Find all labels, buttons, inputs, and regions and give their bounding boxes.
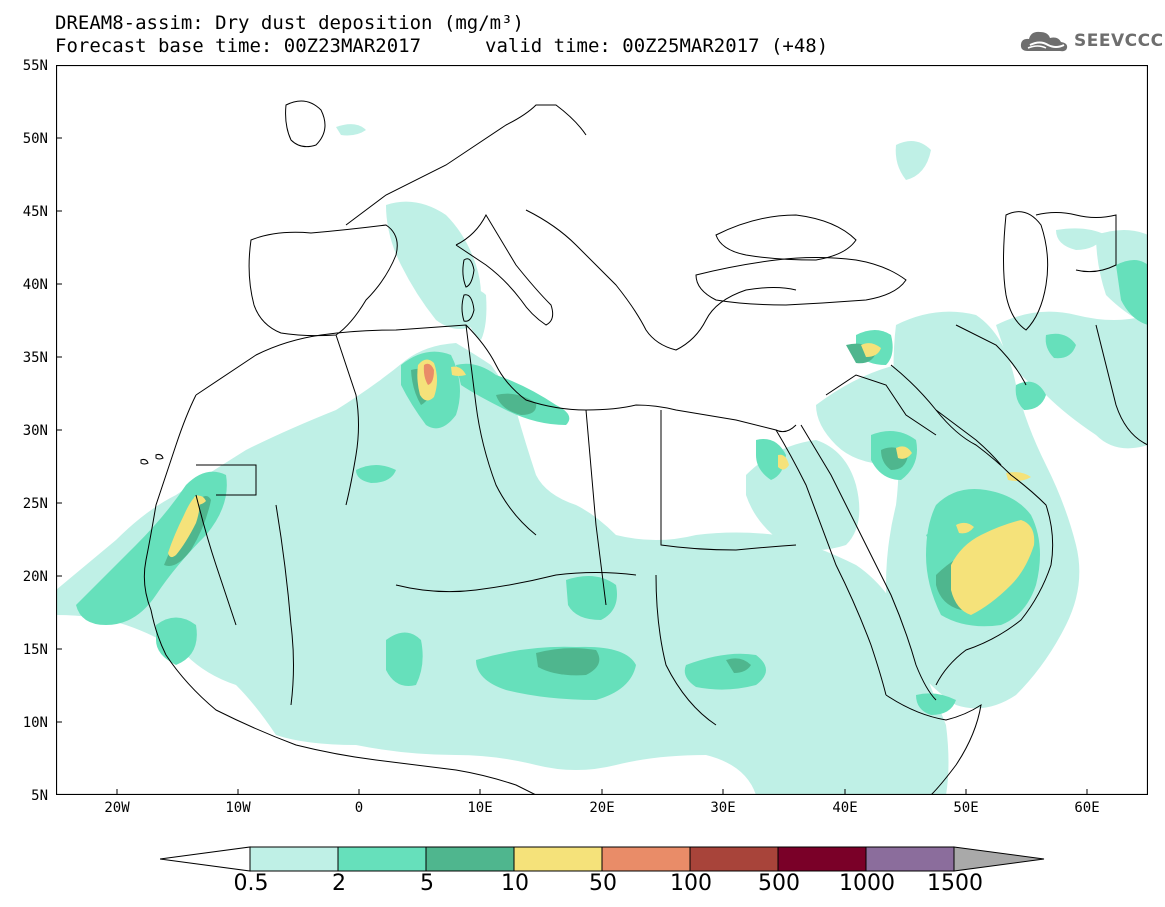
lon-label-10w: 10W — [225, 800, 251, 816]
axis-ticks — [56, 65, 1088, 795]
legend-label-0-5: 0.5 — [233, 871, 269, 896]
lon-label-10e: 10E — [467, 800, 493, 816]
legend-swatch-500 — [777, 846, 867, 872]
logo-text: SEEVCCC — [1074, 31, 1164, 51]
legend-swatch-below — [160, 846, 251, 872]
lon-label-60e: 60E — [1074, 800, 1100, 816]
legend-swatch-100 — [689, 846, 779, 872]
legend-label-1500: 1500 — [927, 871, 983, 896]
lat-label-35n: 35N — [22, 350, 48, 366]
legend-label-50: 50 — [589, 871, 617, 896]
legend-label-1000: 1000 — [839, 871, 895, 896]
map-title: DREAM8-assim: Dry dust deposition (mg/m³… — [55, 12, 524, 34]
coastlines-and-borders — [140, 100, 1148, 795]
legend-swatch-5 — [425, 846, 515, 872]
legend-label-500: 500 — [758, 871, 800, 896]
lat-label-45n: 45N — [22, 204, 48, 220]
lat-label-50n: 50N — [22, 131, 48, 147]
seevccc-logo: SEEVCCC — [1018, 26, 1164, 56]
legend-swatch-2 — [337, 846, 427, 872]
lat-label-25n: 25N — [22, 496, 48, 512]
forecast-base-time: Forecast base time: 00Z23MAR2017 — [55, 35, 422, 57]
lon-label-20e: 20E — [589, 800, 615, 816]
legend-label-100: 100 — [670, 871, 712, 896]
lat-label-55n: 55N — [22, 58, 48, 74]
lon-label-50e: 50E — [953, 800, 979, 816]
contour-level-10 — [168, 343, 1035, 615]
color-legend — [160, 846, 1045, 872]
legend-label-10: 10 — [501, 871, 529, 896]
lon-label-0: 0 — [354, 800, 364, 816]
valid-time: valid time: 00Z25MAR2017 (+48) — [485, 35, 829, 57]
lat-label-30n: 30N — [22, 423, 48, 439]
contour-level-50 — [423, 363, 434, 385]
lon-label-30e: 30E — [710, 800, 736, 816]
dust-deposition-map — [56, 65, 1148, 795]
lat-label-5n: 5N — [31, 788, 48, 804]
lon-label-20w: 20W — [104, 800, 130, 816]
legend-swatch-10 — [513, 846, 603, 872]
legend-swatch-1000 — [865, 846, 955, 872]
legend-swatch-50 — [601, 846, 691, 872]
legend-label-5: 5 — [420, 871, 434, 896]
legend-label-2: 2 — [332, 871, 346, 896]
lat-label-40n: 40N — [22, 277, 48, 293]
lat-label-20n: 20N — [22, 569, 48, 585]
lon-label-40e: 40E — [832, 800, 858, 816]
legend-swatch-above — [953, 846, 1045, 872]
lat-label-10n: 10N — [22, 715, 48, 731]
lat-label-15n: 15N — [22, 642, 48, 658]
cloud-icon — [1020, 31, 1068, 52]
legend-swatch-0-5 — [249, 846, 339, 872]
